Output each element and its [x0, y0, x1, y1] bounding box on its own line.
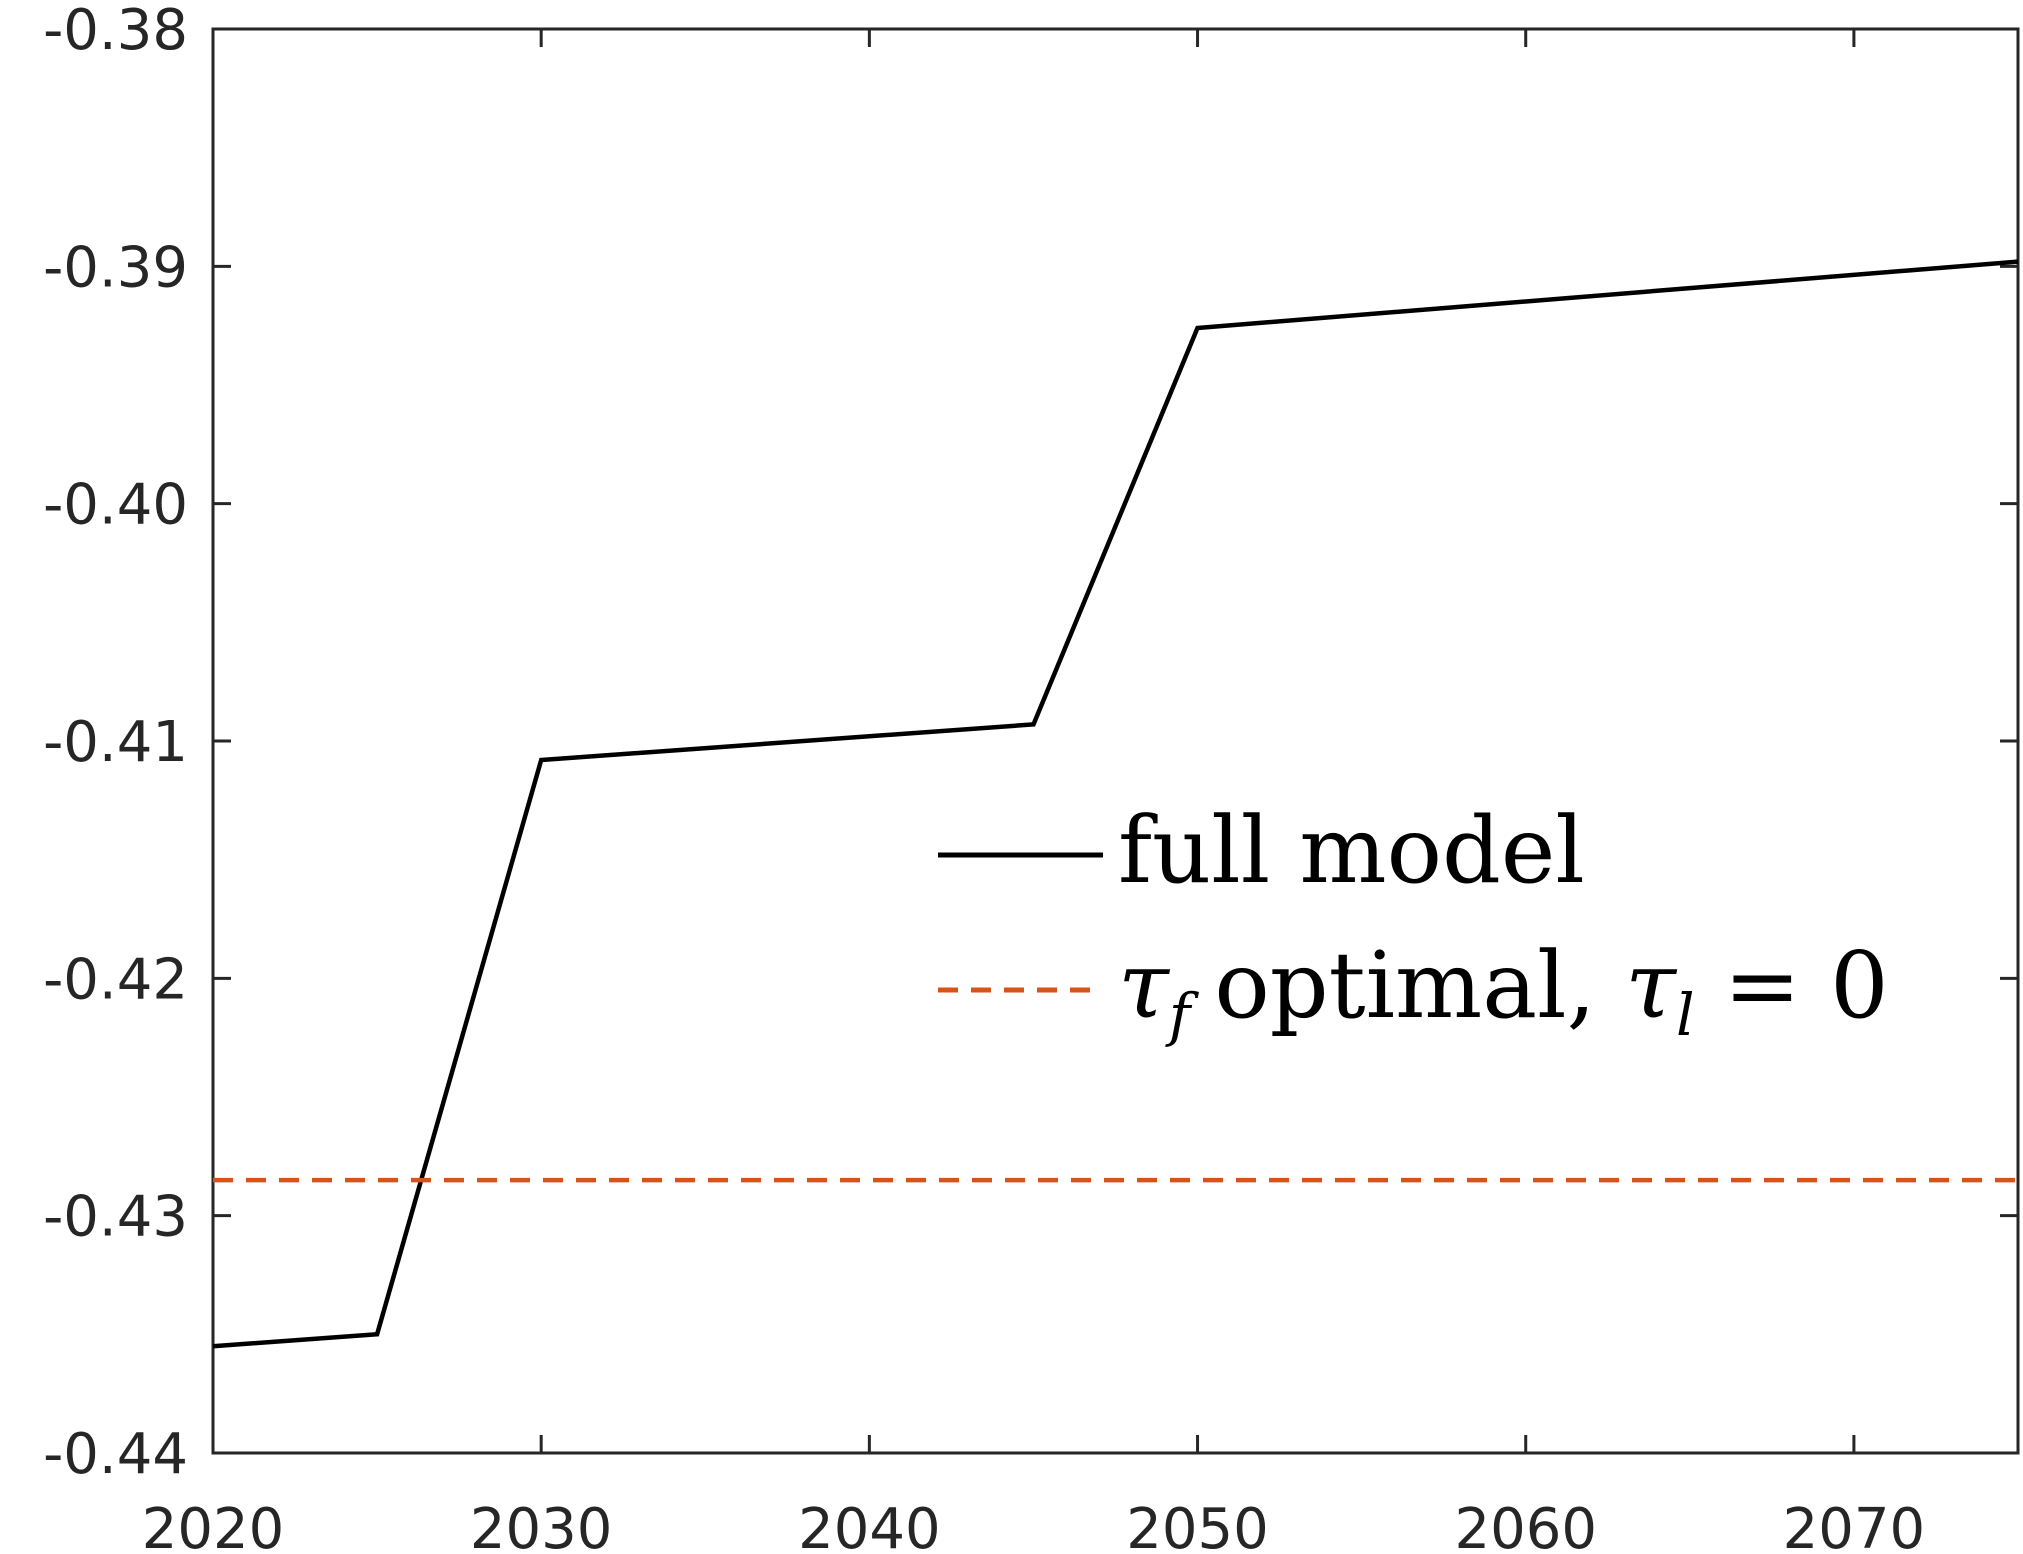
- legend-math-equals-zero: = 0: [1695, 932, 1889, 1039]
- x-tick-label: 2050: [1126, 1497, 1269, 1554]
- legend-label-tau-f-optimal: τf optimal, τl = 0: [1118, 932, 1889, 1049]
- y-tick-label: -0.43: [43, 1185, 188, 1250]
- y-tick-label: -0.44: [43, 1422, 188, 1487]
- x-tick-label: 2060: [1454, 1497, 1597, 1554]
- series-lines: [212, 259, 2019, 1349]
- y-tick-label: -0.38: [43, 0, 188, 63]
- x-tick-label: 2040: [798, 1497, 941, 1554]
- axis-ticks: [211, 27, 2018, 1455]
- legend-math-tau-f: τ: [1118, 932, 1171, 1039]
- y-axis-tick-labels: -0.44 -0.43 -0.42 -0.41 -0.40 -0.39 -0.38: [43, 0, 188, 1487]
- axes-box: [211, 27, 2020, 1455]
- y-tick-label: -0.39: [43, 235, 188, 300]
- y-tick-label: -0.40: [43, 473, 188, 538]
- legend-math-tau-l: τ: [1625, 932, 1678, 1039]
- x-tick-label: 2030: [470, 1497, 613, 1554]
- legend-math-sub-f: f: [1165, 981, 1200, 1049]
- y-tick-label: -0.41: [43, 710, 188, 775]
- y-tick-label: -0.42: [43, 947, 188, 1012]
- legend: full model τf optimal, τl = 0: [938, 797, 1889, 1049]
- legend-label-full-model: full model: [1118, 797, 1585, 904]
- legend-math-sub-l: l: [1676, 981, 1695, 1049]
- x-tick-label: 2020: [142, 1497, 285, 1554]
- series-line-full-model: [212, 259, 2019, 1349]
- x-axis-tick-labels: 2020 2030 2040 2050 2060 2070: [142, 1497, 1925, 1554]
- legend-text-optimal: optimal,: [1214, 932, 1625, 1039]
- x-tick-label: 2070: [1783, 1497, 1926, 1554]
